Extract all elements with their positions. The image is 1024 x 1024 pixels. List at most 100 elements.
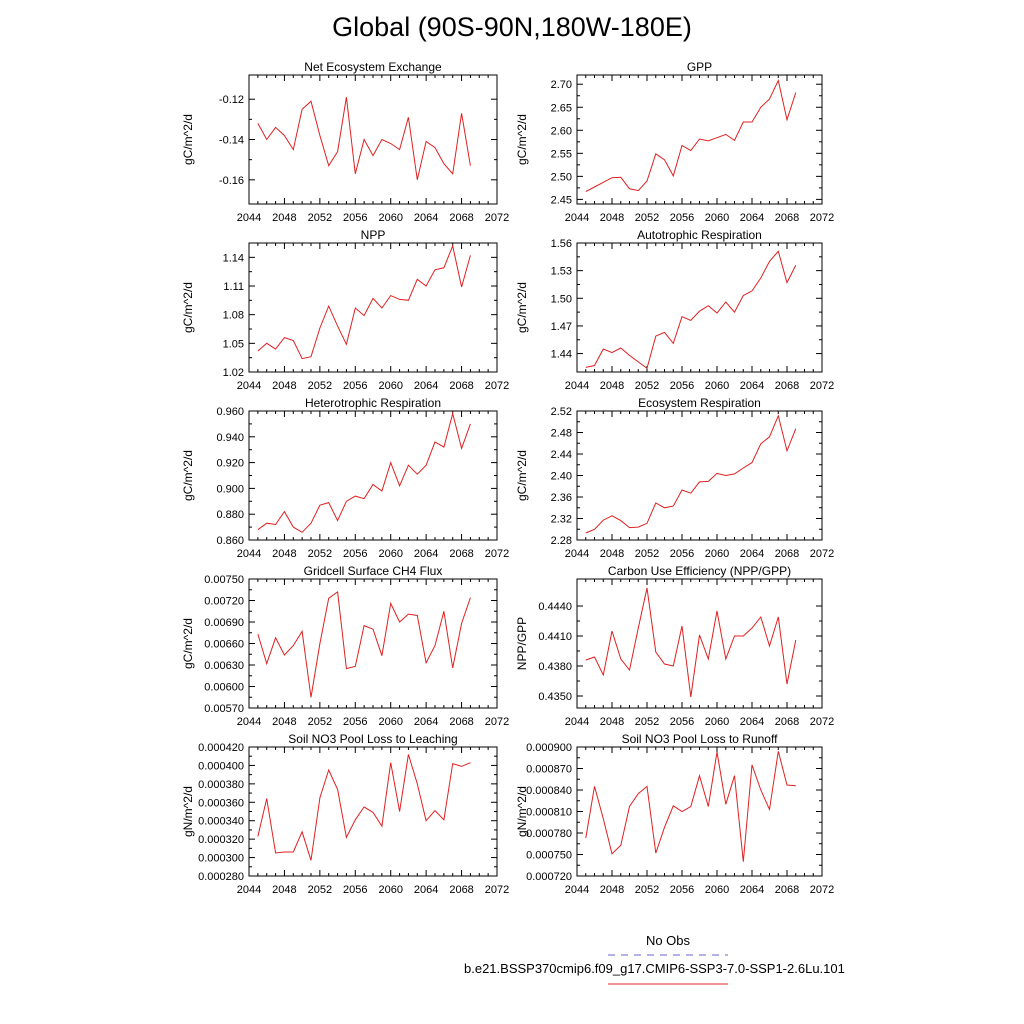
panel-7-ytick-label: 0.00660 — [204, 639, 244, 651]
panel-10-ytick-label: 0.000870 — [526, 764, 572, 776]
panel-9-xtick-label: 2060 — [378, 884, 402, 896]
panel-6-ytick-label: 2.36 — [551, 492, 572, 504]
panel-5-xtick-label: 2056 — [343, 548, 367, 560]
panel-7-ytick-label: 0.00600 — [204, 682, 244, 694]
panel-3-xtick-label: 2060 — [378, 380, 402, 392]
panel-2-xtick-label: 2072 — [810, 212, 834, 224]
panel-8-xtick-label: 2072 — [810, 716, 834, 728]
panel-10-ytick-label: 0.000840 — [526, 785, 572, 797]
panel-7-ytick-label: 0.00630 — [204, 660, 244, 672]
panel-10-xtick-label: 2052 — [635, 884, 659, 896]
panel-3-ytick-label: 1.14 — [223, 252, 244, 264]
panel-4-series-line — [585, 250, 797, 370]
panel-7-xtick-label: 2064 — [414, 716, 438, 728]
panel-2-xtick-label: 2060 — [705, 212, 729, 224]
panel-6-ylabel: gC/m^2/d — [515, 450, 529, 501]
panel-4-title: Autotrophic Respiration — [637, 228, 762, 242]
panel-3-ytick-label: 1.11 — [223, 281, 244, 293]
panel-2-ytick-label: 2.50 — [551, 171, 572, 183]
panel-1-xtick-label: 2044 — [237, 212, 261, 224]
panel-5-ylabel: gC/m^2/d — [181, 450, 195, 501]
panel-7-ytick-label: 0.00750 — [204, 574, 244, 586]
panel-10-ytick-label: 0.000900 — [526, 742, 572, 754]
panel-7-ylabel: gC/m^2/d — [181, 618, 195, 669]
panel-8-ytick-label: 0.4380 — [538, 661, 572, 673]
panel-2-xtick-label: 2056 — [670, 212, 694, 224]
panel-1-ytick-label: -0.12 — [219, 94, 244, 106]
panel-3-ylabel: gC/m^2/d — [181, 282, 195, 333]
panel-8-xtick-label: 2048 — [600, 716, 624, 728]
panel-5-xtick-label: 2048 — [272, 548, 296, 560]
panel-1-ytick-label: -0.14 — [219, 135, 244, 147]
panel-7-xtick-label: 2052 — [308, 716, 332, 728]
panel-2-xtick-label: 2052 — [635, 212, 659, 224]
panel-1-ylabel: gC/m^2/d — [181, 114, 195, 165]
panel-10-xtick-label: 2044 — [565, 884, 589, 896]
panel-10-frame — [576, 746, 823, 877]
panel-1-xtick-label: 2048 — [272, 212, 296, 224]
panel-10-ytick-label: 0.000750 — [526, 850, 572, 862]
panel-9-ytick-label: 0.000280 — [198, 871, 244, 883]
panel-4-xtick-label: 2048 — [600, 380, 624, 392]
panel-8-xtick-label: 2064 — [740, 716, 764, 728]
panel-3-xtick-label: 2064 — [414, 380, 438, 392]
panel-9-xtick-label: 2056 — [343, 884, 367, 896]
panel-6-ytick-label: 2.40 — [551, 471, 572, 483]
page-title: Global (90S-90N,180W-180E) — [332, 12, 692, 42]
panel-1-xtick-label: 2052 — [308, 212, 332, 224]
panel-8-title: Carbon Use Efficiency (NPP/GPP) — [608, 564, 791, 578]
panel-8-xtick-label: 2056 — [670, 716, 694, 728]
panel-4-xtick-label: 2072 — [810, 380, 834, 392]
panel-7-series-line — [257, 590, 471, 698]
panel-1-series-line — [257, 97, 471, 180]
panel-4-xtick-label: 2056 — [670, 380, 694, 392]
panel-6-series-line — [585, 414, 797, 534]
panel-6-ytick-label: 2.32 — [551, 514, 572, 526]
panel-5-xtick-label: 2044 — [237, 548, 261, 560]
panel-10-ytick-label: 0.000810 — [526, 807, 572, 819]
panel-1-xtick-label: 2064 — [414, 212, 438, 224]
panel-8-xtick-label: 2068 — [775, 716, 799, 728]
panel-3-xtick-label: 2068 — [449, 380, 473, 392]
panel-4-xtick-label: 2052 — [635, 380, 659, 392]
panel-2-ytick-label: 2.65 — [551, 102, 572, 114]
panel-5-xtick-label: 2068 — [449, 548, 473, 560]
panel-6-ytick-label: 2.48 — [551, 428, 572, 440]
panel-10-xtick-label: 2064 — [740, 884, 764, 896]
panel-1-title: Net Ecosystem Exchange — [304, 60, 442, 74]
panel-9-title: Soil NO3 Pool Loss to Leaching — [288, 732, 457, 746]
panel-5-ytick-label: 0.880 — [216, 509, 244, 521]
panel-4-ytick-label: 1.50 — [551, 293, 572, 305]
panel-6-frame — [576, 410, 823, 541]
panel-6-title: Ecosystem Respiration — [638, 396, 761, 410]
panel-10-xtick-label: 2048 — [600, 884, 624, 896]
panel-5-series-line — [257, 411, 471, 533]
panel-3-frame — [248, 242, 498, 373]
panel-1-xtick-label: 2056 — [343, 212, 367, 224]
panel-4-ytick-label: 1.47 — [551, 321, 572, 333]
panel-1-frame — [248, 74, 498, 205]
panel-2-xtick-label: 2068 — [775, 212, 799, 224]
panel-2-xtick-label: 2044 — [565, 212, 589, 224]
panel-7-ytick-label: 0.00720 — [204, 596, 244, 608]
panel-8-xtick-label: 2060 — [705, 716, 729, 728]
panel-3-xtick-label: 2048 — [272, 380, 296, 392]
panel-6-ytick-label: 2.52 — [551, 406, 572, 418]
panel-5-xtick-label: 2060 — [378, 548, 402, 560]
panel-2-series-line — [585, 78, 797, 193]
panel-2-ytick-label: 2.55 — [551, 148, 572, 160]
panel-4-ytick-label: 1.56 — [551, 238, 572, 250]
panel-10-ylabel: gN/m^2/d — [515, 786, 529, 837]
panel-4-xtick-label: 2064 — [740, 380, 764, 392]
panel-9-xtick-label: 2044 — [237, 884, 261, 896]
panel-3-series-line — [257, 244, 471, 360]
panel-9-ytick-label: 0.000360 — [198, 797, 244, 809]
panel-5-xtick-label: 2052 — [308, 548, 332, 560]
panel-9-xtick-label: 2064 — [414, 884, 438, 896]
panel-10-xtick-label: 2056 — [670, 884, 694, 896]
panel-3-ytick-label: 1.02 — [223, 367, 244, 379]
panel-9-ytick-label: 0.000420 — [198, 742, 244, 754]
panel-6-xtick-label: 2072 — [810, 548, 834, 560]
panel-10-xtick-label: 2072 — [810, 884, 834, 896]
